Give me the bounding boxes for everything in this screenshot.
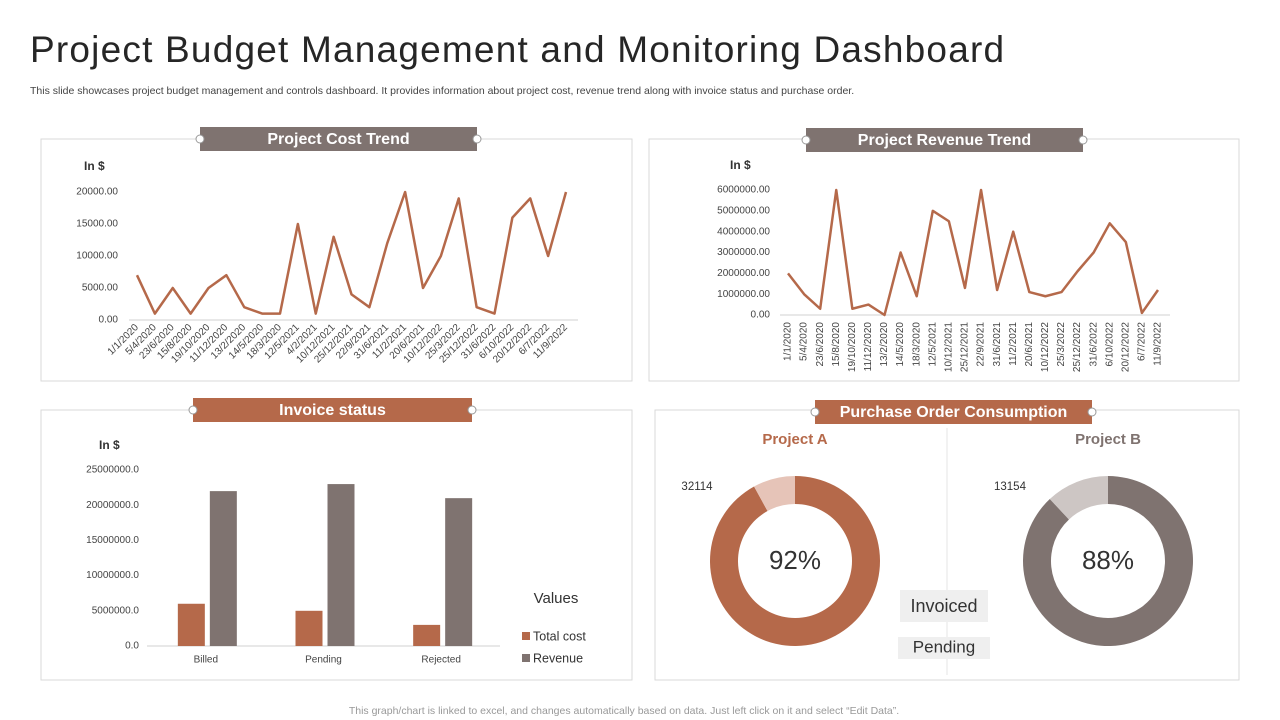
- x-tick-label: 15/8/2020: [831, 322, 842, 367]
- panel: [648, 138, 1240, 382]
- tab-dot: [188, 405, 198, 415]
- x-tick-label: 25/12/2022: [1072, 322, 1083, 372]
- panel-title: Project Revenue Trend: [858, 132, 1031, 149]
- y-tick-label: 15000000.0: [86, 535, 139, 546]
- tab-dot: [472, 134, 482, 144]
- line-series: [135, 190, 568, 315]
- y-tick-label: 2000000.00: [717, 268, 770, 279]
- tab-dot: [1078, 135, 1088, 145]
- y-tick-label: 5000000.00: [717, 205, 770, 216]
- x-tick-label: 20/12/2022: [1120, 322, 1131, 372]
- x-tick-label: 12/5/2021: [927, 322, 938, 367]
- page-footer: This graph/chart is linked to excel, and…: [349, 705, 899, 717]
- y-tick-label: 0.00: [99, 315, 119, 326]
- legend-label: Revenue: [533, 651, 583, 665]
- x-tick-label: 10/12/2021: [944, 322, 955, 372]
- panel-title: Invoice status: [279, 402, 386, 419]
- x-tick-label: 11/9/2022: [1153, 322, 1164, 366]
- line-series: [787, 188, 1160, 317]
- bar: [327, 484, 355, 646]
- x-tick-label: 11/12/2020: [863, 322, 874, 372]
- legend-swatch: [522, 654, 530, 662]
- x-tick-label: 20/6/2021: [1024, 322, 1035, 367]
- panel-tab: [806, 128, 1083, 152]
- x-tick-label: 23/6/2020: [815, 322, 826, 367]
- x-tick-label: 19/10/2020: [847, 322, 858, 372]
- panel-tab: [193, 398, 472, 422]
- panel-title: Project Cost Trend: [267, 131, 409, 148]
- page-subtitle: This slide showcases project budget mana…: [30, 85, 854, 97]
- x-tick-label: 5/4/2020: [799, 322, 810, 361]
- tab-dot: [467, 405, 477, 415]
- x-tick-label: 13/2/2020: [879, 322, 890, 367]
- legend-label: Total cost: [533, 629, 586, 643]
- y-tick-label: 20000.00: [76, 187, 118, 198]
- legend-label: Invoiced: [910, 596, 977, 616]
- x-tick-label: 6/7/2022: [1137, 322, 1148, 361]
- x-tick-label: 11/2/2021: [1008, 322, 1019, 366]
- y-tick-label: 10000.00: [76, 251, 118, 262]
- donut-center-label: 88%: [1082, 545, 1134, 575]
- bar: [209, 491, 237, 646]
- legend-title: Values: [534, 590, 579, 607]
- x-tick-label: 14/5/2020: [895, 322, 906, 367]
- panel-title: Purchase Order Consumption: [840, 404, 1068, 421]
- legend-box: [900, 590, 988, 622]
- y-tick-label: 0.00: [751, 310, 771, 321]
- tab-dot: [1087, 407, 1097, 417]
- panel-tab: [815, 400, 1092, 424]
- y-axis-label: In $: [730, 158, 751, 172]
- y-tick-label: 6000000.00: [717, 185, 770, 196]
- bar: [445, 498, 473, 646]
- x-tick-label: 18/3/2020: [911, 322, 922, 367]
- x-tick-label: 6/10/2022: [1104, 322, 1115, 367]
- page-title: Project Budget Management and Monitoring…: [30, 29, 1005, 70]
- tab-dot: [810, 407, 820, 417]
- tab-dot: [195, 134, 205, 144]
- donut-title: Project B: [1075, 431, 1141, 448]
- y-tick-label: 20000000.0: [86, 500, 139, 511]
- y-tick-label: 1000000.00: [717, 289, 770, 300]
- y-tick-label: 15000.00: [76, 219, 118, 230]
- x-tick-label: 1/1/2020: [783, 322, 794, 361]
- x-tick-label: 25/12/2021: [960, 322, 971, 372]
- bar: [413, 624, 441, 646]
- x-tick-label: Billed: [194, 655, 218, 666]
- donut-segment: [1023, 476, 1194, 646]
- panel-tab: [200, 127, 477, 151]
- x-tick-label: Pending: [305, 655, 342, 666]
- donut-title: Project A: [762, 431, 827, 448]
- y-axis-label: In $: [99, 438, 120, 452]
- donut-annotation: 32114: [681, 481, 713, 493]
- donut-segment: [754, 476, 795, 512]
- y-tick-label: 3000000.00: [717, 247, 770, 258]
- bar: [295, 610, 323, 646]
- y-tick-label: 5000.00: [82, 283, 119, 294]
- donut-segment: [710, 476, 880, 646]
- x-tick-label: 22/9/2021: [976, 322, 987, 367]
- y-tick-label: 5000000.0: [92, 605, 140, 616]
- y-axis-label: In $: [84, 159, 105, 173]
- x-tick-label: 10/12/2022: [1040, 322, 1051, 372]
- y-tick-label: 25000000.0: [86, 465, 139, 476]
- legend-label: Pending: [913, 637, 975, 656]
- donut-annotation: 13154: [994, 481, 1027, 493]
- tab-dot: [801, 135, 811, 145]
- x-tick-label: Rejected: [421, 655, 460, 666]
- donut-center-label: 92%: [769, 545, 821, 575]
- y-tick-label: 4000000.00: [717, 226, 770, 237]
- legend-swatch: [522, 632, 530, 640]
- legend-box: [898, 637, 990, 659]
- panel: [40, 138, 633, 382]
- y-tick-label: 0.0: [125, 641, 139, 652]
- x-tick-label: 31/6/2021: [992, 322, 1003, 367]
- bar: [177, 603, 205, 646]
- x-tick-label: 31/6/2022: [1088, 322, 1099, 367]
- x-tick-label: 25/3/2022: [1056, 322, 1067, 367]
- y-tick-label: 10000000.0: [86, 570, 139, 581]
- donut-segment: [1049, 476, 1108, 520]
